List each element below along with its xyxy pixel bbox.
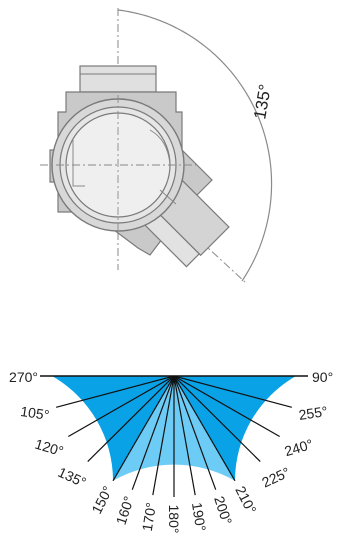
angle-label-105: 105°: [19, 403, 50, 423]
angle-ray-225: [173, 375, 261, 462]
angle-ray-240: [173, 375, 280, 438]
angle-ray-170: [152, 375, 175, 496]
dark-sector-left: [174, 376, 296, 481]
angle-label-240: 240°: [283, 436, 315, 460]
angle-label-170: 170°: [139, 501, 159, 532]
angle-ray-200: [173, 375, 217, 490]
dark-sector-right: [52, 376, 174, 481]
top-socket: [79, 65, 157, 93]
angle-ray-105: [56, 375, 175, 408]
angle-ray-135: [87, 375, 175, 462]
angle-ray-190: [173, 375, 196, 496]
angle-label-135: 135°: [56, 464, 89, 491]
fitting-inner-outline: [72, 129, 177, 205]
angle-label-120: 120°: [33, 436, 65, 460]
angle-label-200: 200°: [211, 494, 235, 526]
angle-label-190: 190°: [189, 501, 209, 532]
angle-label-255: 255°: [298, 403, 329, 423]
angle-label-160: 160°: [113, 494, 137, 526]
angle-ray-160: [131, 375, 175, 490]
angle-label-90: 90°: [312, 369, 333, 385]
angle-ray-255: [173, 375, 292, 408]
angle-arc: [117, 9, 273, 282]
angle-label-150: 150°: [88, 483, 115, 516]
angle-label-210: 210°: [232, 483, 259, 516]
angle-label-270: 270°: [9, 369, 38, 385]
angle-ray-210: [173, 375, 236, 482]
angle-label-180: 180°: [166, 505, 182, 534]
angle-label-225: 225°: [259, 464, 292, 491]
angle-ray-150: [112, 375, 175, 482]
angle-ray-120: [68, 375, 175, 438]
